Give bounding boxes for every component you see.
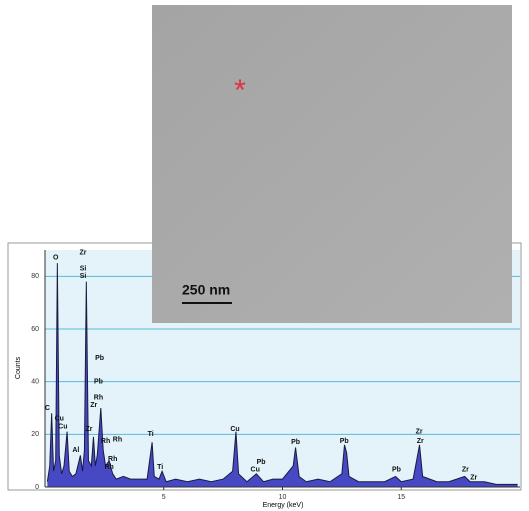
micrograph [152,5,512,323]
y-tick-label: 60 [31,326,39,333]
marker: * [234,74,246,107]
peak-label: Rh [104,464,113,471]
peak-label: C [45,405,50,412]
peak-label: Zr [417,438,424,445]
peak-label: Zr [90,402,97,409]
peak-label: Cu [230,426,239,433]
peak-label: Pb [95,355,104,362]
peak-label: Zr [80,249,87,256]
peak-label: Rh [113,436,122,443]
peak-label: Ti [148,431,154,438]
y-tick-label: 40 [31,379,39,386]
peak-label: Ti [157,464,163,471]
peak-label: Si [80,273,87,280]
peak-label: Pb [291,439,300,446]
x-tick-label: 10 [279,494,287,501]
peak-label: O [53,255,59,262]
peak-label: Rh [94,394,103,401]
x-tick-label: 5 [162,494,166,501]
y-axis-label: Counts [15,356,22,379]
sem-image: * 250 nm [152,5,512,323]
peak-label: Rh [108,456,117,463]
peak-label: Pb [94,379,103,386]
scale-label: 250 nm [182,282,230,298]
y-tick-label: 80 [31,273,39,280]
y-tick-label: 0 [35,484,39,491]
x-tick-label: 15 [397,494,405,501]
peak-label: Zr [416,429,423,436]
peak-label: Zr [470,475,477,482]
peak-label: Cu [251,467,260,474]
spectrum-line [46,263,518,485]
peak-label: Rh [101,438,110,445]
peak-label: Pb [257,459,266,466]
x-axis-label: Energy (keV) [263,502,304,509]
peak-label: Pb [392,467,401,474]
y-tick-label: 20 [31,431,39,438]
peak-label: Pb [340,438,349,445]
peak-label: Zr [462,467,469,474]
peak-label: Cu [55,415,64,422]
peak-label: Zr [85,426,92,433]
spectrum-area [47,263,518,487]
peak-label: Si [80,265,87,272]
peak-label: Cu [58,423,67,430]
peak-label: Al [72,447,79,454]
